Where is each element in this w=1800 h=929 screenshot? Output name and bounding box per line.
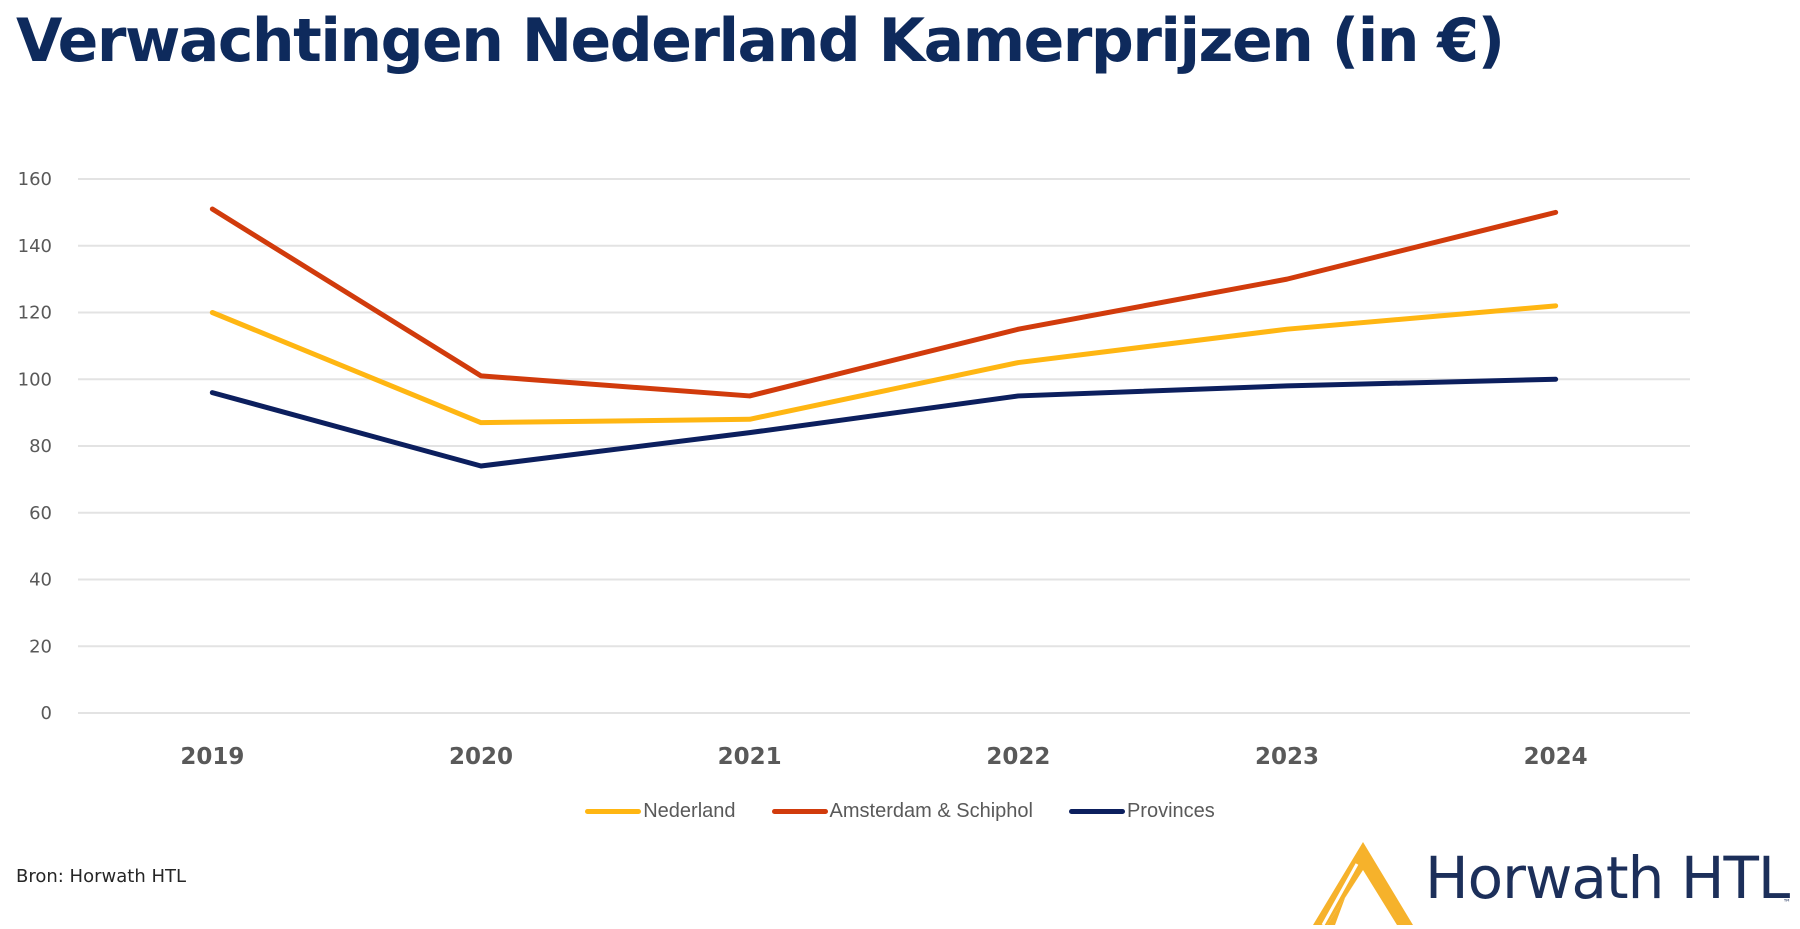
legend-item-nederland: Nederland (585, 800, 736, 823)
y-tick-label: 140 (18, 236, 52, 257)
y-axis-ticks: 0 20 40 60 80 100 120 140 160 (18, 169, 52, 724)
y-tick-label: 20 (29, 636, 52, 657)
y-tick-label: 120 (18, 303, 52, 324)
legend-item-provinces: Provinces (1068, 800, 1215, 823)
series-line-provinces (209, 376, 1559, 469)
x-tick-label: 2019 (180, 744, 244, 770)
x-axis-ticks: 2019 2020 2021 2022 2023 2024 (180, 744, 1587, 770)
y-tick-label: 100 (18, 369, 52, 390)
x-tick-label: 2020 (449, 744, 513, 770)
y-tick-label: 40 (29, 570, 52, 591)
source-note: Bron: Horwath HTL (16, 866, 187, 887)
y-tick-label: 60 (29, 503, 52, 524)
gridlines (78, 178, 1690, 714)
x-tick-label: 2023 (1255, 744, 1319, 770)
horwath-peak-icon (1313, 842, 1413, 926)
page-title: Verwachtingen Nederland Kamerprijzen (in… (16, 6, 1505, 76)
horwath-htl-logo: Horwath HTL ™ (1305, 840, 1800, 926)
series-lines (209, 206, 1559, 469)
x-tick-label: 2021 (718, 744, 782, 770)
logo-trademark: ™ (1783, 898, 1791, 907)
x-tick-label: 2024 (1524, 744, 1588, 770)
legend-swatch (1068, 809, 1125, 814)
series-line-nederland (209, 303, 1559, 426)
series-line-amsterdam-schiphol (209, 206, 1559, 399)
x-tick-label: 2022 (986, 744, 1050, 770)
legend-item-amsterdam-schiphol: Amsterdam & Schiphol (771, 800, 1033, 823)
chart-legend: Nederland Amsterdam & Schiphol Provinces (0, 800, 1800, 823)
legend-label: Provinces (1126, 800, 1215, 822)
y-tick-label: 80 (29, 436, 52, 457)
y-tick-label: 160 (18, 169, 52, 190)
legend-label: Amsterdam & Schiphol (829, 800, 1033, 822)
legend-swatch (771, 809, 828, 814)
legend-swatch (585, 809, 642, 814)
y-tick-label: 0 (41, 703, 52, 724)
logo-text: Horwath HTL (1425, 844, 1790, 912)
legend-label: Nederland (643, 800, 736, 822)
